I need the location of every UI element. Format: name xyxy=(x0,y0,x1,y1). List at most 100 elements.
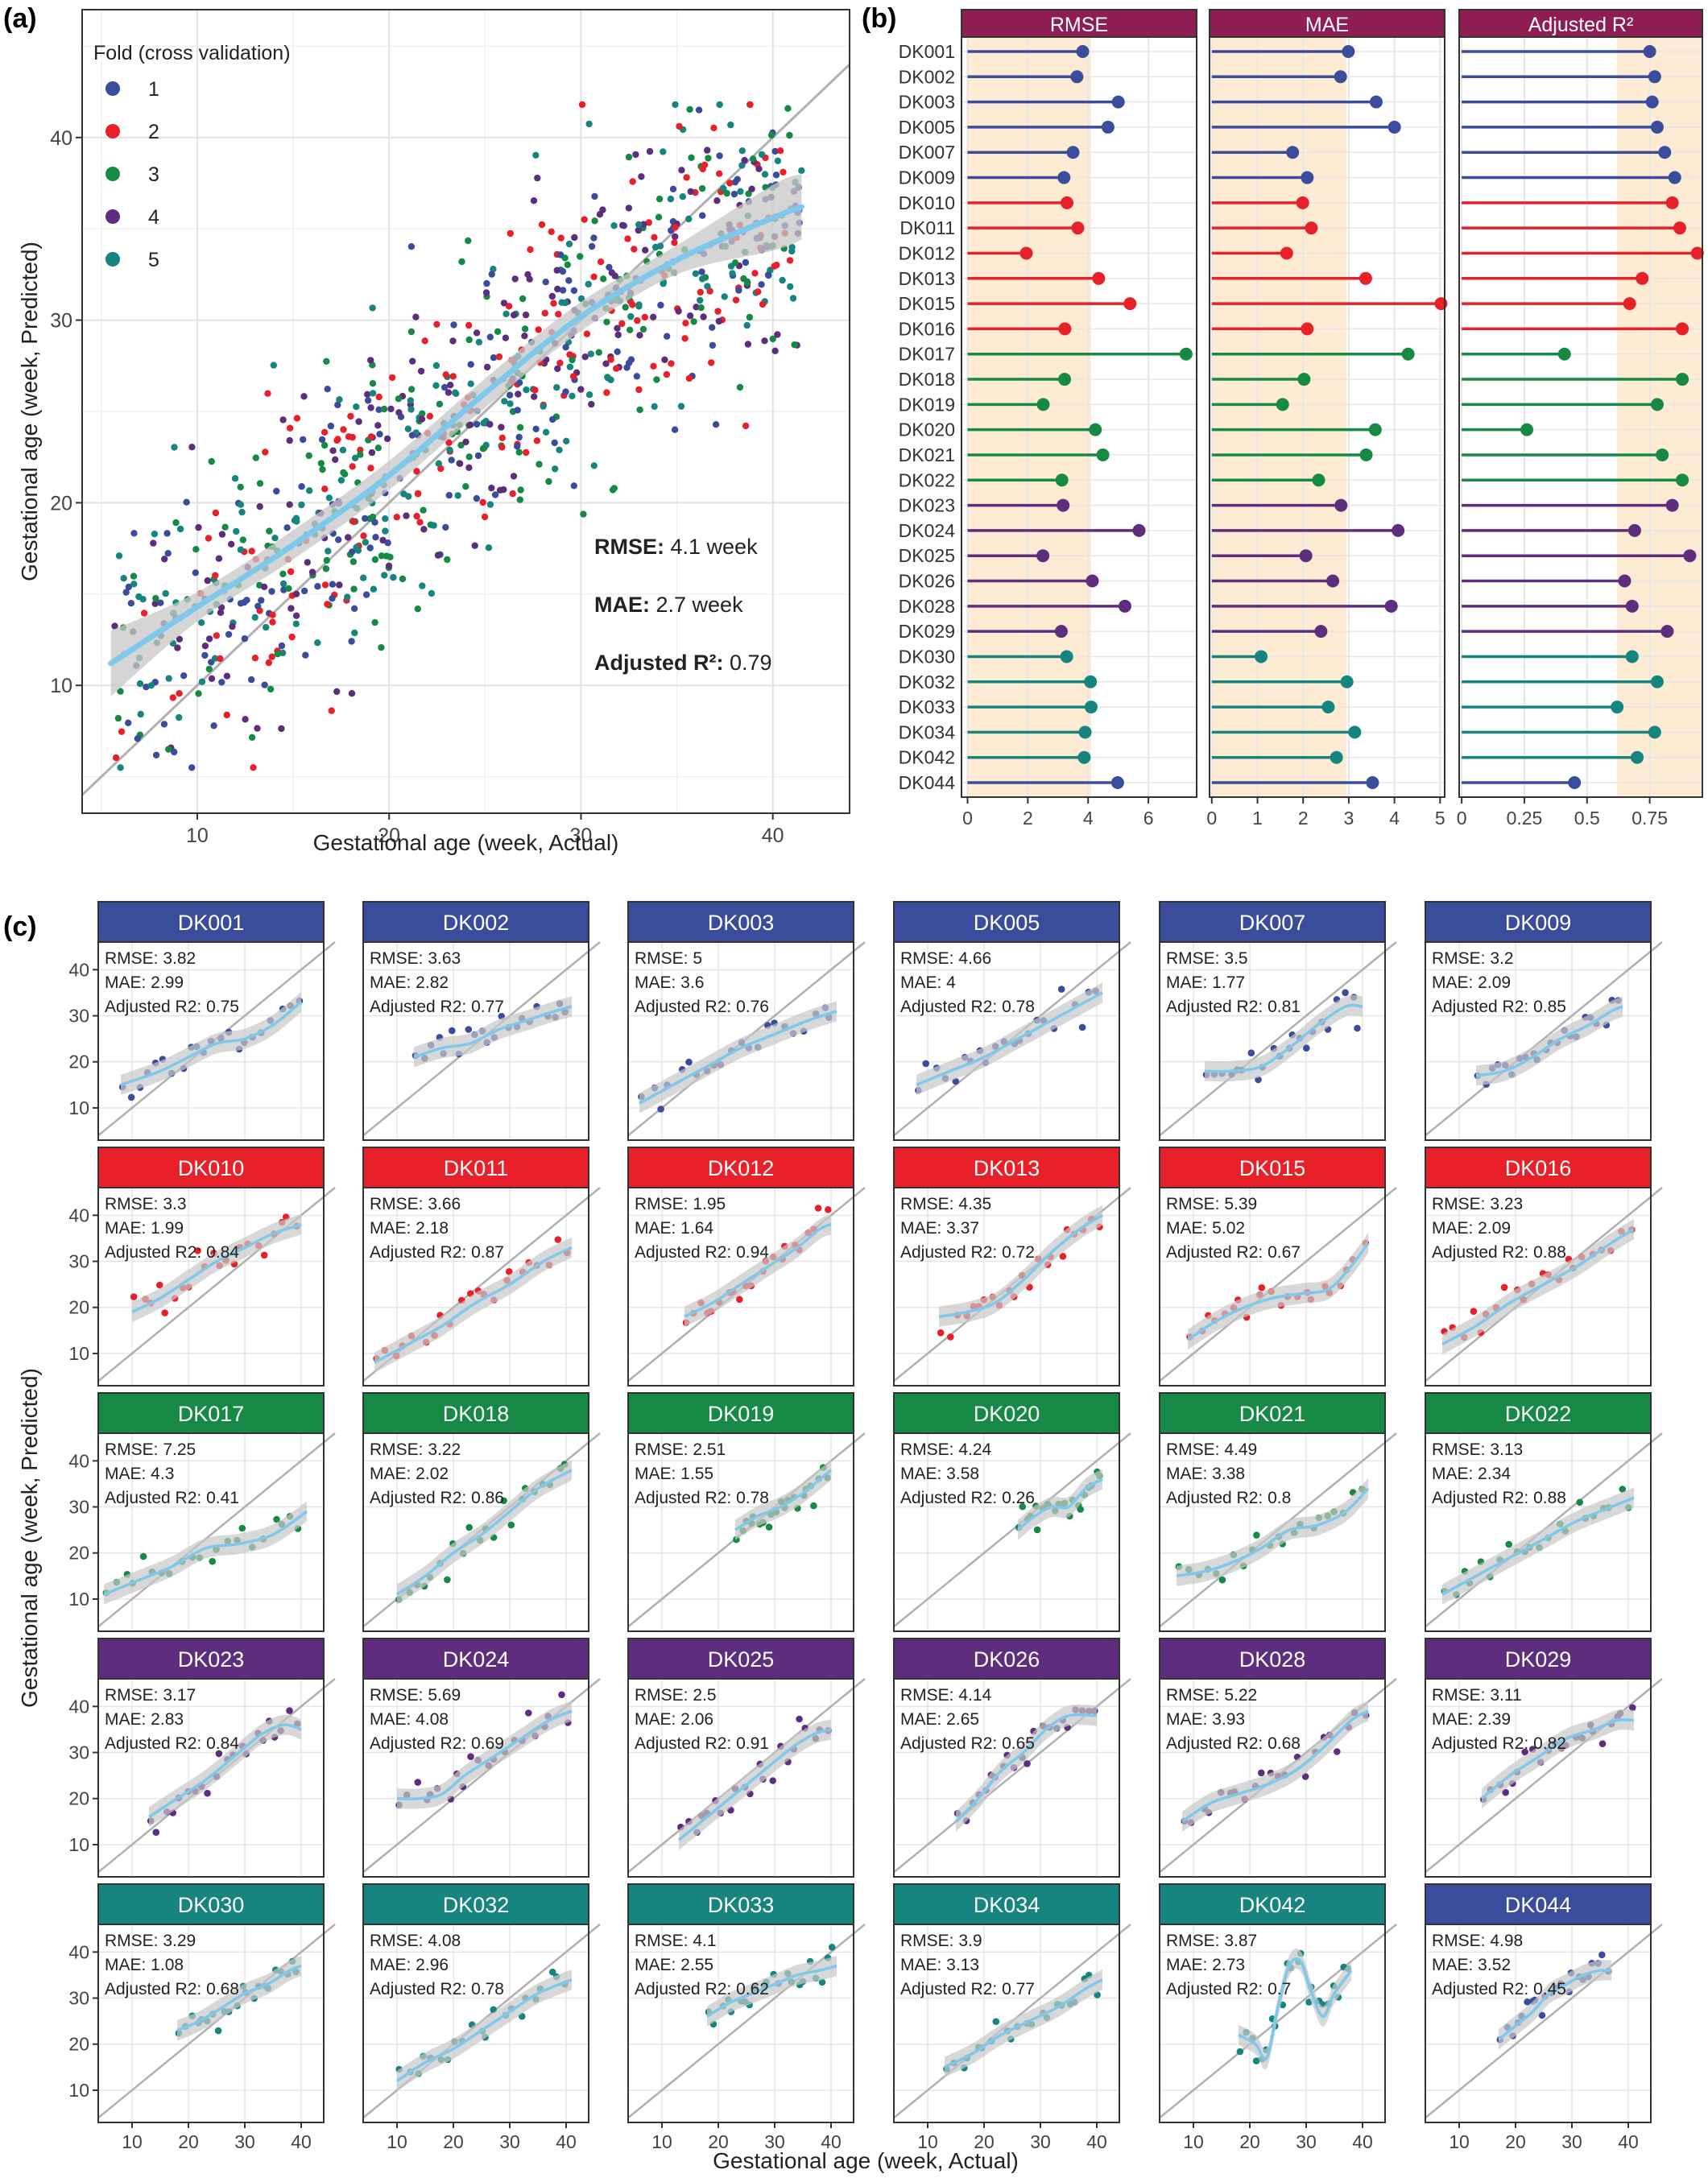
scatter-point xyxy=(143,684,150,691)
scatter-point xyxy=(559,287,567,294)
scatter-point xyxy=(588,400,595,408)
scatter-point xyxy=(732,296,740,304)
scatter-point xyxy=(1253,1531,1260,1539)
scatter-point xyxy=(533,437,541,444)
stat-adjusted-r2: Adjusted R2: 0.62 xyxy=(635,1980,769,1998)
scatter-point xyxy=(511,275,519,283)
scatter-point xyxy=(242,716,249,723)
facet-border xyxy=(362,941,589,1141)
x-tick-label-c: 10 xyxy=(1183,2131,1204,2152)
facet-dk010: DK010 RMSE: 3.3 MAE: 1.99 Adjusted R2: 0.84… xyxy=(68,1147,336,1387)
scatter-point xyxy=(286,1707,293,1714)
scatter-point xyxy=(786,257,794,264)
scatter-point xyxy=(273,487,280,495)
lollipop-dot xyxy=(1387,120,1401,134)
scatter-point xyxy=(456,460,464,467)
facet-strip-label: DK030 xyxy=(178,1893,245,1917)
lollipop-dot xyxy=(1392,523,1405,537)
confidence-ribbon xyxy=(1188,1233,1368,1350)
scatter-point xyxy=(212,572,219,579)
stat-adjusted-r2: Adjusted R2: 0.67 xyxy=(1166,1243,1301,1262)
scatter-point xyxy=(1521,1748,1528,1756)
stat-rmse: RMSE: 5 xyxy=(635,949,702,968)
scatter-point xyxy=(161,1309,168,1316)
legend-label: 1 xyxy=(148,78,159,101)
scatter-point xyxy=(321,441,329,449)
scatter-point xyxy=(667,195,675,203)
scatter-point xyxy=(286,436,293,444)
scatter-point xyxy=(693,304,700,311)
stat-adjusted-r2: Adjusted R2: 0.69 xyxy=(370,1734,504,1753)
donor-label: DK029 xyxy=(899,621,955,642)
scatter-point xyxy=(409,357,416,365)
scatter-point xyxy=(556,359,564,366)
scatter-point xyxy=(557,234,565,242)
scatter-point xyxy=(152,594,159,602)
lollipop-dot xyxy=(1665,498,1679,512)
scatter-point xyxy=(413,512,420,520)
facet-strip xyxy=(961,9,1197,38)
facet-strip xyxy=(97,901,325,943)
scatter-point xyxy=(610,222,618,229)
facet-dk024: DK024 RMSE: 5.69 MAE: 4.08 Adjusted R2: 0.6… xyxy=(362,1638,601,1878)
stat-mae: MAE: 2.18 xyxy=(370,1219,449,1238)
scatter-point xyxy=(789,295,797,302)
scatter-point xyxy=(1538,2011,1546,2019)
facet-strip-label: DK012 xyxy=(708,1156,775,1180)
scatter-point xyxy=(412,313,420,320)
scatter-point xyxy=(251,614,258,621)
scatter-point xyxy=(677,403,685,410)
lollipop-dot xyxy=(1359,448,1373,461)
stat-mae: MAE: 4 xyxy=(900,973,956,992)
stat-adjusted-r2: Adjusted R2: 0.45 xyxy=(1432,1980,1566,1998)
facet-strip-label: DK022 xyxy=(1505,1402,1572,1426)
fit-line xyxy=(639,1010,837,1105)
scatter-point xyxy=(1077,1506,1084,1513)
identity-line xyxy=(1159,941,1397,1137)
stat-adjusted-r2: Adjusted R2: 0.84 xyxy=(105,1243,239,1262)
legend-swatch xyxy=(105,252,120,267)
facet-strip-label: DK007 xyxy=(1239,911,1306,935)
scatter-point xyxy=(627,356,635,363)
scatter-point xyxy=(370,585,378,593)
fit-line xyxy=(1187,1242,1370,1341)
scatter-point xyxy=(292,620,300,627)
stat-value: 4.1 week xyxy=(664,535,758,559)
scatter-point xyxy=(668,360,675,367)
scatter-point xyxy=(735,287,742,294)
scatter-point xyxy=(237,501,245,508)
scatter-point xyxy=(140,610,148,617)
scatter-point xyxy=(550,300,557,307)
scatter-point xyxy=(360,574,367,581)
stat-annotation: RMSE: 4.1 week xyxy=(594,535,758,559)
scatter-point xyxy=(157,599,164,606)
scatter-point xyxy=(194,1247,201,1254)
scatter-point xyxy=(555,311,562,318)
scatter-point xyxy=(698,268,705,275)
scatter-point xyxy=(445,389,453,396)
stat-rmse: RMSE: 3.3 xyxy=(105,1195,187,1213)
lollipop-dot xyxy=(1340,675,1354,688)
scatter-point xyxy=(498,444,506,451)
scatter-point xyxy=(208,457,215,465)
scatter-point xyxy=(473,329,481,337)
facet-dk011: DK011 RMSE: 3.66 MAE: 2.18 Adjusted R2: 0.8… xyxy=(362,1147,601,1387)
lollipop-dot xyxy=(1658,146,1672,159)
identity-line xyxy=(893,1432,1131,1628)
scatter-point xyxy=(542,428,550,436)
scatter-point xyxy=(636,406,643,414)
scatter-point xyxy=(437,465,445,473)
scatter-point xyxy=(465,1523,473,1531)
scatter-point xyxy=(697,296,704,304)
facet-dk019: DK019 RMSE: 2.51 MAE: 1.55 Adjusted R2: 0.7… xyxy=(627,1392,866,1632)
scatter-point xyxy=(596,211,604,218)
fit-line xyxy=(706,1964,837,2018)
legend-swatch xyxy=(105,124,120,138)
scatter-point xyxy=(260,1251,268,1259)
x-tick-label-b: 0.75 xyxy=(1631,808,1668,829)
scatter-point xyxy=(676,122,683,130)
scatter-point xyxy=(115,552,123,560)
scatter-point xyxy=(742,258,750,267)
scatter-point xyxy=(321,428,329,436)
scatter-point xyxy=(435,460,442,467)
